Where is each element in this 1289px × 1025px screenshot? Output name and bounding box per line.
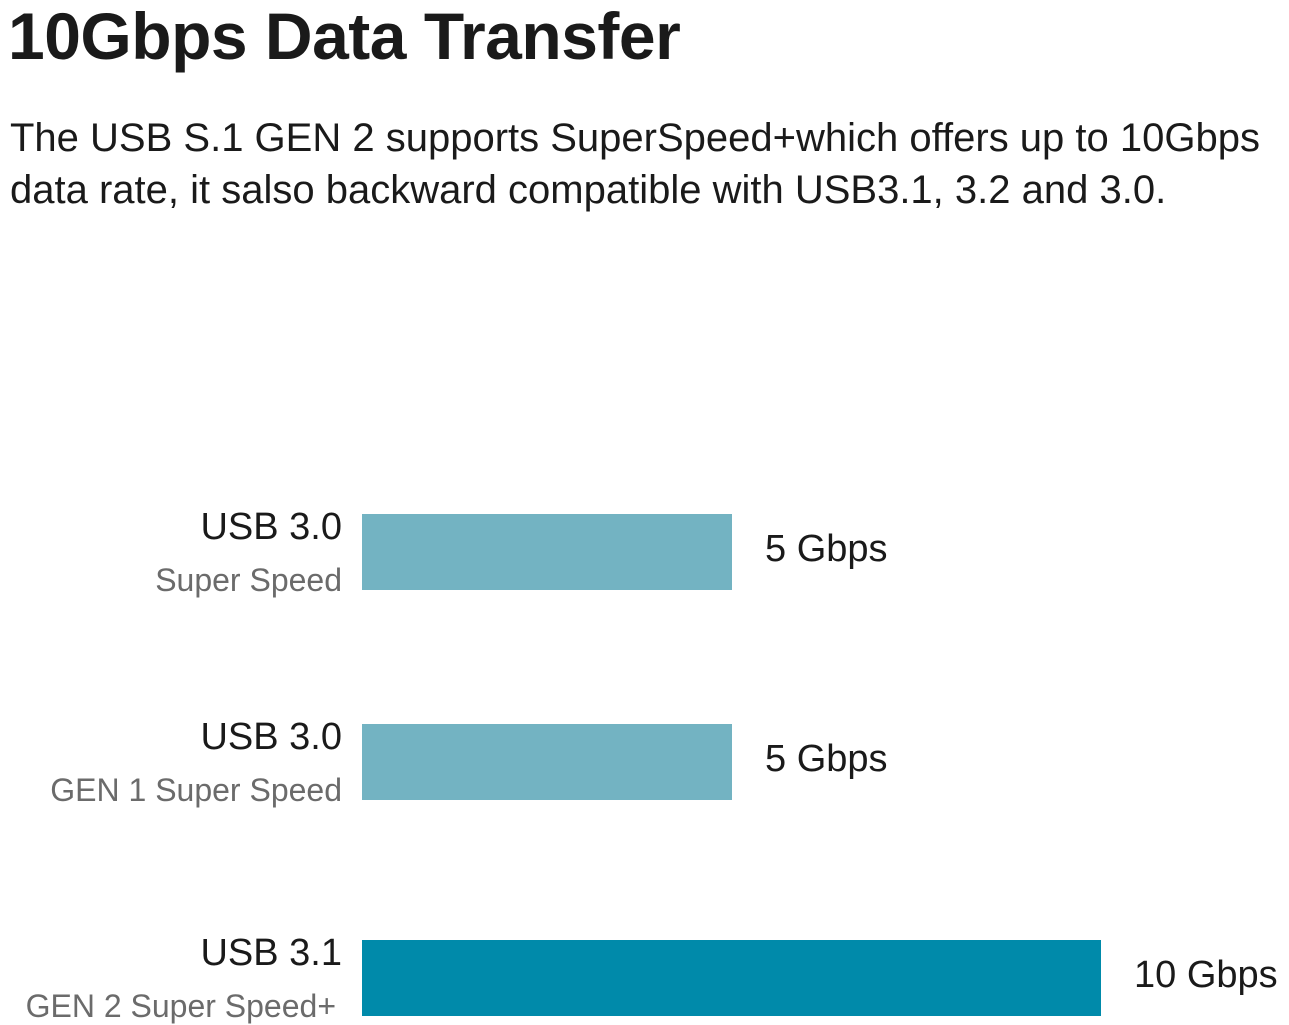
bar bbox=[362, 514, 732, 590]
category-name: USB 3.1 bbox=[200, 932, 342, 974]
value-label: 5 Gbps bbox=[765, 528, 888, 570]
bar bbox=[362, 940, 1101, 1016]
category-subtitle: GEN 2 Super Speed+ bbox=[25, 988, 336, 1024]
category-name: USB 3.0 bbox=[200, 716, 342, 758]
description-text: The USB S.1 GEN 2 supports SuperSpeed+wh… bbox=[10, 116, 1260, 212]
page-title: 10Gbps Data Transfer bbox=[8, 0, 681, 73]
value-label: 10 Gbps bbox=[1134, 954, 1278, 996]
bar bbox=[362, 724, 732, 800]
value-label: 5 Gbps bbox=[765, 738, 888, 780]
category-subtitle: Super Speed bbox=[155, 562, 342, 598]
category-subtitle: GEN 1 Super Speed bbox=[50, 772, 342, 808]
category-name: USB 3.0 bbox=[200, 506, 342, 548]
